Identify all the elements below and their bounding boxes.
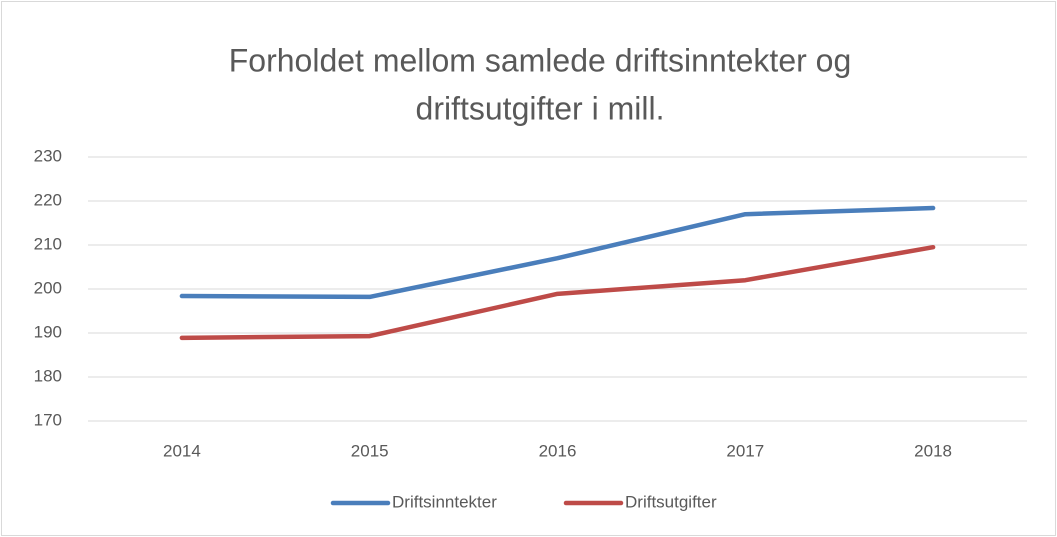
x-tick-label: 2017 [726,441,764,460]
y-tick-label: 210 [34,234,62,253]
x-tick-label: 2016 [539,441,577,460]
chart-title: driftsutgifter i mill. [416,90,665,126]
y-tick-label: 220 [34,190,62,209]
legend-label: Driftsinntekter [392,492,497,511]
y-tick-label: 180 [34,366,62,385]
chart-title: Forholdet mellom samlede driftsinntekter… [229,42,852,78]
y-tick-label: 230 [34,146,62,165]
x-tick-label: 2018 [914,441,952,460]
data-line [179,205,936,300]
x-tick-label: 2015 [351,441,389,460]
x-tick-label: 2014 [163,441,201,460]
y-tick-label: 200 [34,278,62,297]
legend-label: Driftsutgifter [625,492,717,511]
y-tick-label: 170 [34,410,62,429]
data-line [179,244,936,341]
y-tick-label: 190 [34,322,62,341]
